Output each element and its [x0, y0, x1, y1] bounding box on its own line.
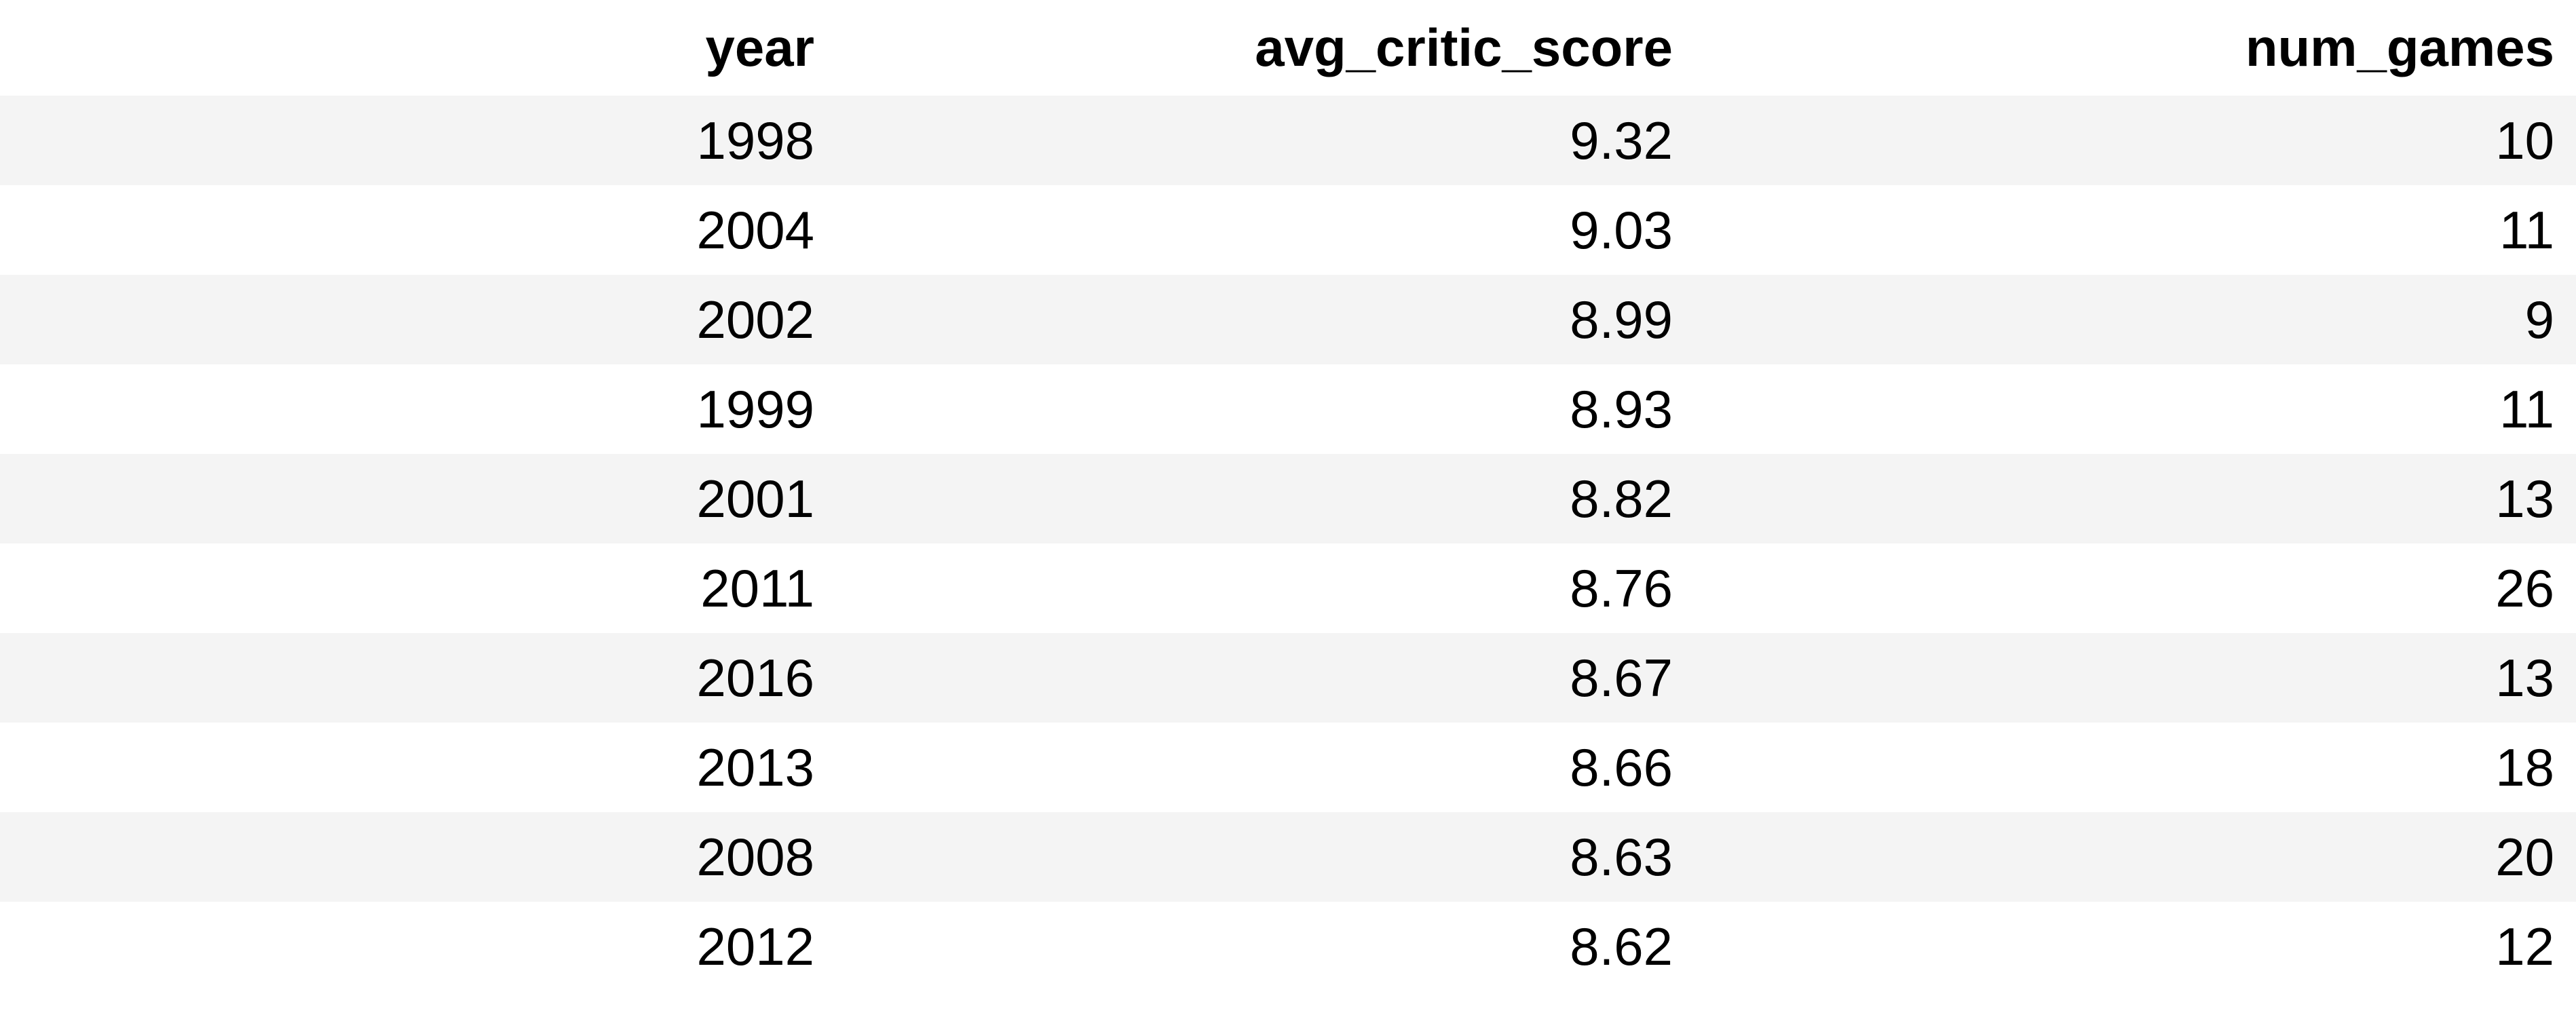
- cell-num-games: 13: [1694, 454, 2576, 543]
- cell-avg-critic-score: 8.93: [836, 364, 1694, 454]
- table-row: 2004 9.03 11: [0, 185, 2576, 275]
- cell-num-games: 12: [1694, 902, 2576, 991]
- cell-year: 2002: [0, 275, 836, 364]
- cell-year: 2016: [0, 633, 836, 723]
- table-body: 1998 9.32 10 2004 9.03 11 2002 8.99 9 19…: [0, 96, 2576, 991]
- cell-avg-critic-score: 8.62: [836, 902, 1694, 991]
- cell-num-games: 18: [1694, 723, 2576, 812]
- table-row: 2011 8.76 26: [0, 543, 2576, 633]
- table-row: 2012 8.62 12: [0, 902, 2576, 991]
- cell-num-games: 10: [1694, 96, 2576, 185]
- cell-year: 2004: [0, 185, 836, 275]
- table-header: year avg_critic_score num_games: [0, 0, 2576, 96]
- results-table-container: year avg_critic_score num_games 1998 9.3…: [0, 0, 2576, 991]
- table-row: 2013 8.66 18: [0, 723, 2576, 812]
- cell-num-games: 13: [1694, 633, 2576, 723]
- cell-year: 2001: [0, 454, 836, 543]
- column-header-num-games: num_games: [2245, 18, 2554, 77]
- cell-num-games: 11: [1694, 364, 2576, 454]
- cell-num-games: 20: [1694, 812, 2576, 902]
- column-header-year: year: [705, 18, 815, 77]
- cell-year: 2008: [0, 812, 836, 902]
- table-row: 2001 8.82 13: [0, 454, 2576, 543]
- cell-year: 2013: [0, 723, 836, 812]
- results-table: year avg_critic_score num_games 1998 9.3…: [0, 0, 2576, 991]
- cell-num-games: 11: [1694, 185, 2576, 275]
- cell-avg-critic-score: 8.99: [836, 275, 1694, 364]
- header-row: year avg_critic_score num_games: [0, 0, 2576, 96]
- table-row: 2002 8.99 9: [0, 275, 2576, 364]
- cell-year: 1999: [0, 364, 836, 454]
- cell-avg-critic-score: 8.82: [836, 454, 1694, 543]
- cell-year: 1998: [0, 96, 836, 185]
- cell-avg-critic-score: 8.76: [836, 543, 1694, 633]
- cell-num-games: 26: [1694, 543, 2576, 633]
- cell-avg-critic-score: 8.66: [836, 723, 1694, 812]
- cell-avg-critic-score: 8.63: [836, 812, 1694, 902]
- cell-year: 2012: [0, 902, 836, 991]
- cell-avg-critic-score: 8.67: [836, 633, 1694, 723]
- cell-avg-critic-score: 9.32: [836, 96, 1694, 185]
- cell-num-games: 9: [1694, 275, 2576, 364]
- table-row: 1999 8.93 11: [0, 364, 2576, 454]
- table-row: 1998 9.32 10: [0, 96, 2576, 185]
- column-header-avg-critic-score: avg_critic_score: [1255, 18, 1673, 77]
- table-row: 2008 8.63 20: [0, 812, 2576, 902]
- table-row: 2016 8.67 13: [0, 633, 2576, 723]
- cell-year: 2011: [0, 543, 836, 633]
- cell-avg-critic-score: 9.03: [836, 185, 1694, 275]
